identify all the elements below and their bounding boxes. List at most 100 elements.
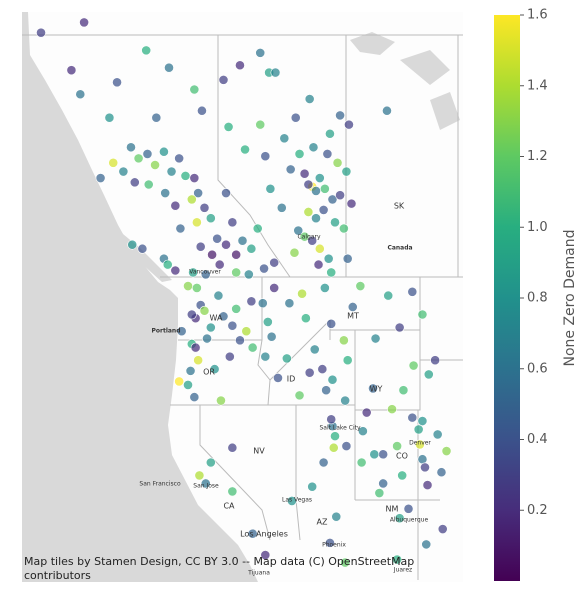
point xyxy=(304,367,315,378)
point xyxy=(189,84,200,95)
map-label: San Francisco xyxy=(139,481,181,488)
map-label: Vancouver xyxy=(189,269,221,276)
colorbar-tick-label: 0.2 xyxy=(527,503,548,518)
point xyxy=(259,263,269,274)
point xyxy=(432,429,443,440)
point xyxy=(326,318,337,329)
point xyxy=(308,142,319,153)
point xyxy=(221,239,231,250)
point xyxy=(151,112,162,123)
map-label: Calgary xyxy=(297,234,320,241)
point xyxy=(322,149,333,159)
points-layer xyxy=(36,17,452,568)
point xyxy=(289,247,300,258)
point xyxy=(284,298,295,309)
point xyxy=(190,342,201,353)
point xyxy=(392,554,403,565)
point xyxy=(183,281,193,291)
point xyxy=(407,412,418,423)
point xyxy=(202,333,212,344)
point xyxy=(403,503,414,514)
point xyxy=(318,205,329,215)
point xyxy=(247,342,258,353)
point xyxy=(127,239,138,250)
point xyxy=(423,369,434,380)
point xyxy=(398,385,409,396)
point xyxy=(313,259,324,270)
point xyxy=(95,173,106,183)
point xyxy=(193,188,204,198)
point xyxy=(415,439,425,450)
map-label: WA xyxy=(210,314,223,323)
point xyxy=(355,281,366,291)
point xyxy=(36,27,46,38)
point xyxy=(79,17,89,28)
point xyxy=(200,269,211,280)
point xyxy=(227,486,238,497)
point xyxy=(436,467,447,478)
point xyxy=(143,179,154,190)
point xyxy=(112,77,122,88)
point xyxy=(260,351,271,362)
point xyxy=(164,62,174,73)
point xyxy=(326,414,337,425)
point xyxy=(126,142,136,153)
map-label: MT xyxy=(347,312,359,321)
point xyxy=(314,173,325,183)
point xyxy=(66,65,77,76)
point xyxy=(118,166,129,177)
map-label: Albuquerque xyxy=(390,517,429,524)
colorbar-tick-label: 1.0 xyxy=(527,220,548,235)
map-label: WY xyxy=(370,385,383,394)
colorbar-tick-label: 0.4 xyxy=(527,432,548,447)
point xyxy=(194,470,205,481)
point xyxy=(311,186,321,196)
point xyxy=(392,441,403,451)
point xyxy=(397,470,408,481)
point xyxy=(331,511,342,522)
point xyxy=(241,326,252,337)
colorbar-tick-label: 1.2 xyxy=(527,149,548,164)
point xyxy=(332,157,343,168)
point xyxy=(347,302,358,312)
ocean xyxy=(22,12,258,582)
point xyxy=(240,144,250,155)
point xyxy=(378,478,389,489)
point xyxy=(281,353,292,364)
point xyxy=(227,320,238,331)
point xyxy=(340,395,351,406)
point xyxy=(108,157,119,168)
point xyxy=(361,407,372,418)
point xyxy=(195,241,206,252)
point xyxy=(330,217,340,228)
point xyxy=(342,355,353,366)
point xyxy=(199,202,210,213)
point xyxy=(394,513,405,524)
point xyxy=(317,364,328,375)
point xyxy=(323,253,334,264)
point xyxy=(394,322,405,333)
point xyxy=(260,151,271,162)
point xyxy=(417,309,428,320)
point xyxy=(255,47,266,58)
point xyxy=(299,231,310,242)
point xyxy=(176,326,187,337)
colorbar-label: None Zero Demand xyxy=(562,229,578,366)
colorbar-tick-label: 0.8 xyxy=(527,291,548,306)
point xyxy=(257,298,268,309)
point xyxy=(293,225,304,236)
map-label: Los Angeles xyxy=(240,530,288,539)
point xyxy=(321,385,332,396)
point xyxy=(294,390,305,401)
point xyxy=(150,160,160,170)
point xyxy=(183,380,193,390)
point xyxy=(170,200,181,211)
colorbar xyxy=(494,15,520,581)
map-label: SK xyxy=(394,202,405,211)
point xyxy=(237,235,248,246)
point xyxy=(205,457,216,468)
point xyxy=(162,259,173,270)
point xyxy=(216,395,226,406)
point xyxy=(338,223,349,234)
point xyxy=(387,404,397,415)
